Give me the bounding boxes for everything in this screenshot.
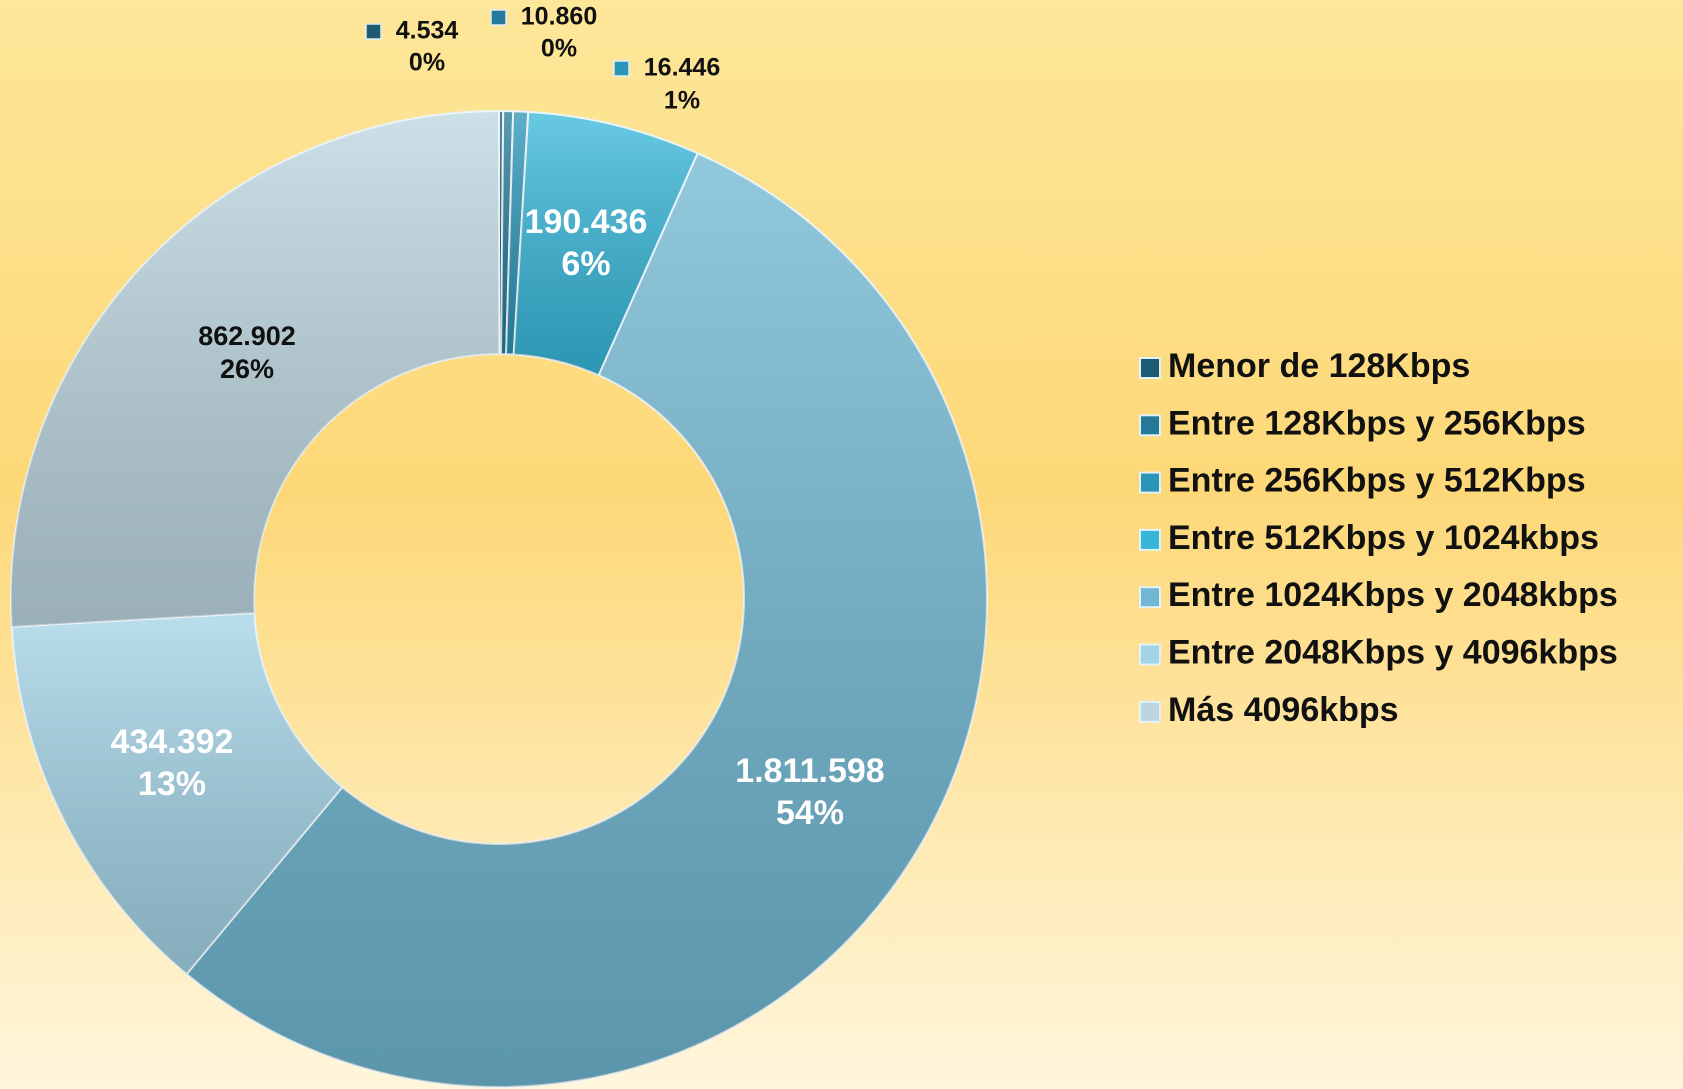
legend-label: Entre 256Kbps y 512Kbps <box>1168 462 1586 500</box>
percent-label: 26% <box>220 354 274 384</box>
legend-swatch <box>1139 643 1161 666</box>
legend-label: Entre 512Kbps y 1024kbps <box>1168 519 1599 557</box>
legend-label: Entre 2048Kbps y 4096kbps <box>1168 633 1618 671</box>
value-label: 862.902 <box>198 321 296 351</box>
segment-shade <box>186 153 988 1088</box>
value-label: 4.534 <box>396 17 459 45</box>
label-key <box>490 9 507 26</box>
segment-shade <box>506 111 529 355</box>
legend-swatch <box>1139 357 1161 379</box>
label-key <box>613 60 630 77</box>
legend-swatch <box>1139 700 1161 723</box>
percent-label: 0% <box>541 35 577 63</box>
legend-swatch <box>1139 586 1161 609</box>
value-label: 434.392 <box>111 723 234 761</box>
value-label: 1.811.598 <box>735 752 884 790</box>
percent-label: 6% <box>561 245 610 283</box>
percent-label: 54% <box>776 794 844 832</box>
legend-label: Entre 1024Kbps y 2048kbps <box>1168 576 1618 614</box>
legend-label: Entre 128Kbps y 256Kbps <box>1168 404 1586 442</box>
value-label: 190.436 <box>525 203 648 241</box>
percent-label: 1% <box>664 87 700 115</box>
segment-shade <box>501 111 514 355</box>
legend-label: Menor de 128Kbps <box>1168 347 1470 385</box>
value-label: 10.860 <box>521 3 597 31</box>
legend-swatch <box>1139 471 1161 494</box>
label-key <box>365 23 382 40</box>
segment-shade <box>11 111 500 627</box>
segment-shade <box>513 111 698 376</box>
value-label: 16.446 <box>644 54 720 82</box>
segment-shade <box>11 612 343 974</box>
legend-label: Más 4096kbps <box>1168 691 1399 729</box>
legend-swatch <box>1139 414 1161 437</box>
legend-swatch <box>1139 528 1161 551</box>
percent-label: 13% <box>138 765 206 803</box>
percent-label: 0% <box>409 49 445 77</box>
